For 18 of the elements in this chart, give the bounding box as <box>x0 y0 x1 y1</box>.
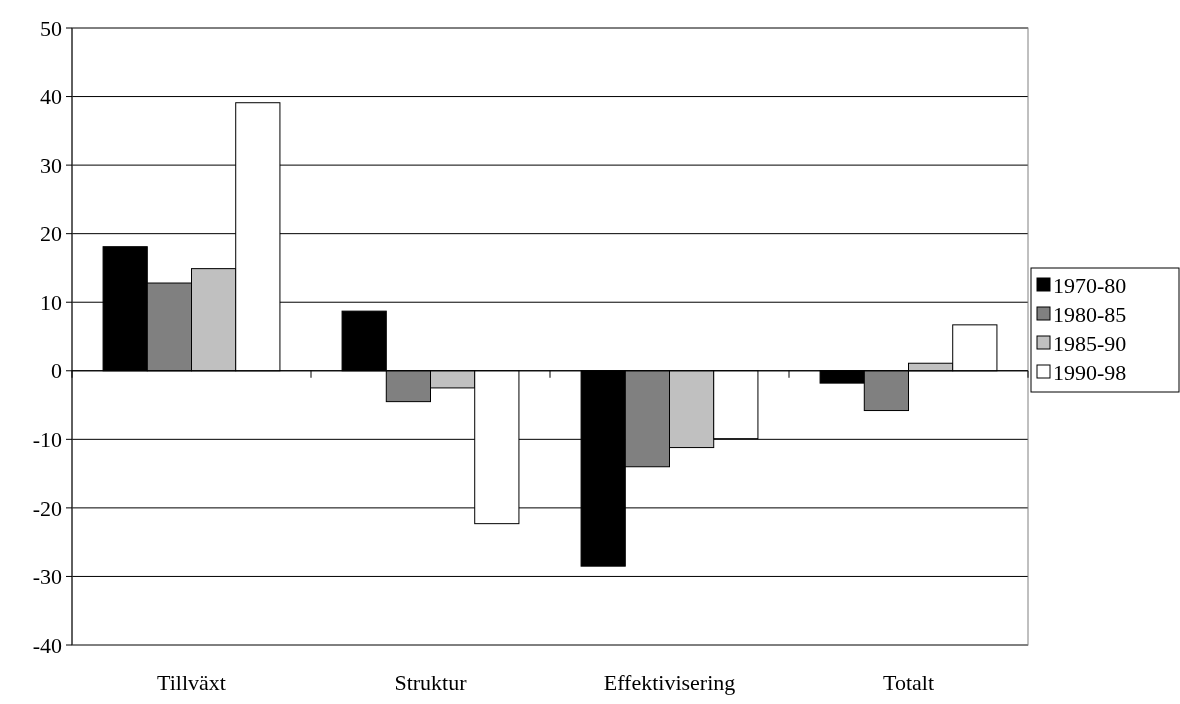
y-tick-label: -30 <box>32 564 62 590</box>
legend-label: 1985-90 <box>1053 330 1127 356</box>
legend-label: 1980-85 <box>1053 301 1127 327</box>
y-tick-label: -20 <box>32 495 62 521</box>
y-tick-label: -40 <box>32 632 62 658</box>
y-tick-label: 10 <box>40 289 62 315</box>
y-tick-label: 20 <box>40 221 62 247</box>
x-tick-label: Totalt <box>882 670 935 695</box>
y-tick-label: 30 <box>40 152 62 178</box>
y-tick-label: 40 <box>40 84 62 110</box>
y-tick-label: 50 <box>40 15 62 41</box>
y-tick-label: 0 <box>51 358 62 384</box>
legend-label: 1990-98 <box>1053 359 1127 385</box>
x-tick-label: Effektivisering <box>603 670 736 695</box>
x-tick-label: Struktur <box>394 670 468 695</box>
y-tick-label: -10 <box>32 427 62 453</box>
legend-label: 1970-80 <box>1053 272 1127 298</box>
x-tick-label: Tillväxt <box>157 670 226 695</box>
